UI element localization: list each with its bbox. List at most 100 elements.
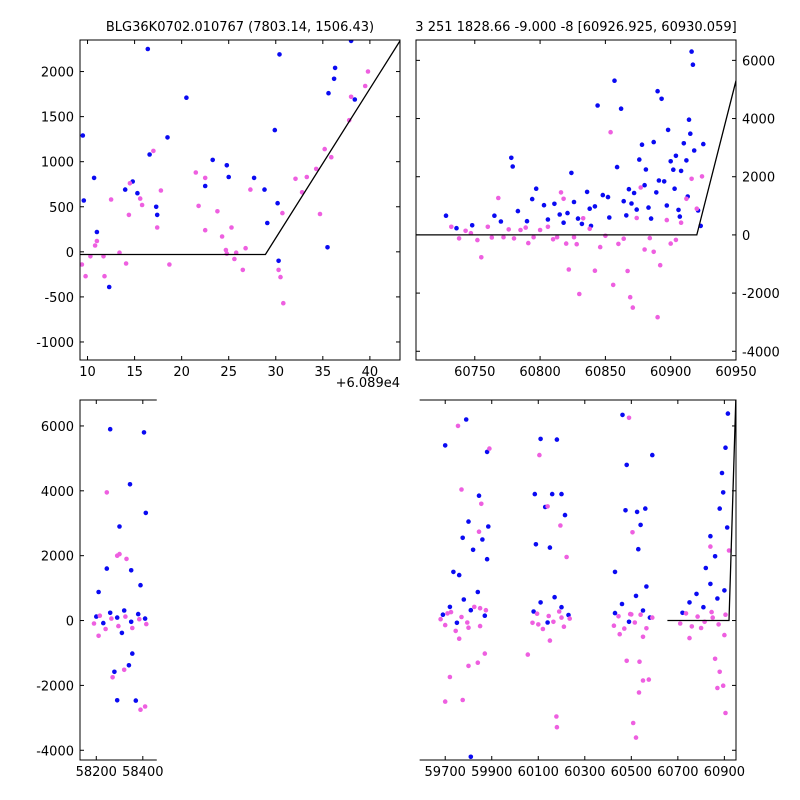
panel-zoom-plot-area [80,40,400,306]
panel-full-point [643,506,648,511]
panel-zoom-point [108,197,114,202]
panel-full-point [135,611,141,617]
panel-full-point [547,545,553,550]
panel-full-point [624,462,629,468]
y-tick-label: -500 [44,291,74,306]
panel-full-point [96,589,101,595]
panel-full-point [562,512,568,518]
panel-zoom-point [94,238,100,244]
panel-full-point [119,630,125,636]
panel-zoom-point [193,170,199,175]
panel-zoom-point [215,209,220,214]
panel-zoom-point [325,245,330,250]
panel-zoom-point [348,40,354,44]
panel-full-point [624,658,629,664]
panel-season-point [690,62,696,67]
panel-full-point [121,667,127,673]
panel-zoom-point [184,95,189,100]
panel-season-point [545,224,551,230]
panel-full-point [454,620,460,626]
panel-full-point [476,493,482,499]
panel-season-point [681,141,687,146]
panel-zoom-x-offset: +6.089e4 [336,376,400,391]
panel-full-point [483,607,489,613]
panel-zoom-title: BLG36K0702.010767 (7803.14, 1506.43) [106,20,374,35]
x-tick-label: 60700 [657,765,698,780]
panel-full-point [640,608,646,613]
panel-full-point [460,697,466,703]
panel-season-point [686,117,692,122]
panel-full-point [554,724,560,730]
x-tick-label: 40 [362,365,379,380]
panel-full-point [712,554,718,559]
x-tick-label: 60500 [611,765,652,780]
panel-season-point [629,201,634,206]
panel-full-point [646,677,652,682]
x-tick-label: 59700 [425,765,466,780]
panel-full-point [650,452,655,458]
panel-season-point [541,202,547,208]
panel-full-point [716,622,721,627]
panel-full-point [482,651,488,656]
panel-full-point [559,491,564,497]
panel-zoom-point [322,146,328,152]
panel-full-point [617,631,622,637]
panel-season-point [626,186,632,192]
panel-season-point [621,198,626,204]
panel-full-point [630,720,636,726]
panel-zoom-point [83,273,88,279]
panel-full-point [644,584,649,589]
panel-full-model-line [667,400,736,622]
panel-season-point [694,206,700,211]
panel-zoom-frame [79,39,401,361]
panel-season-point [637,157,642,162]
panel-season-model-line [416,80,736,236]
panel-zoom-point [278,274,283,280]
panel-season-point [463,228,468,234]
panel-season-point [498,219,504,224]
panel-full-point [636,690,642,695]
panel-full-point [442,443,448,448]
panel-full-point [640,678,646,683]
panel-season-point [597,244,603,250]
panel-season-point [524,218,530,224]
panel-season-point [575,216,581,221]
panel-full-point [456,636,462,641]
panel-season-point [485,224,491,230]
panel-zoom-point [240,267,246,273]
panel-zoom-point [210,157,215,163]
panel-zoom-point [202,227,208,233]
panel-season-point [691,148,697,153]
panel-full-point [451,569,456,575]
panel-full-point [142,616,148,621]
panel-season-point [634,207,639,212]
panel-full-point [551,619,556,625]
panel-full-point [117,524,122,529]
panel-zoom-point [147,152,152,157]
panel-zoom-point [202,183,208,189]
panel-season-point [677,214,683,219]
panel-full-point [101,620,106,626]
panel-full-point [724,525,730,530]
panel-full-point [549,491,555,497]
panel-full-point [130,625,135,631]
panel-season-point [618,106,624,111]
panel-season-point [449,224,454,230]
panel-zoom-point [277,52,282,57]
panel-season-point [561,220,566,225]
panel-season-point [587,226,592,232]
panel-zoom-point [304,174,310,180]
panel-full-point [468,607,474,613]
panel-full-point [619,601,625,607]
panel-full-point [477,605,483,611]
panel-season-point [592,268,598,274]
panel-full-point [680,610,685,616]
panel-season-point [655,314,660,320]
panel-zoom-point [226,174,231,180]
panel-full-point [689,624,695,629]
y-tick-label: 4000 [41,485,74,500]
x-tick-label: 60100 [518,765,559,780]
y-tick-label: 2000 [742,171,775,186]
panel-full-point [554,714,559,719]
